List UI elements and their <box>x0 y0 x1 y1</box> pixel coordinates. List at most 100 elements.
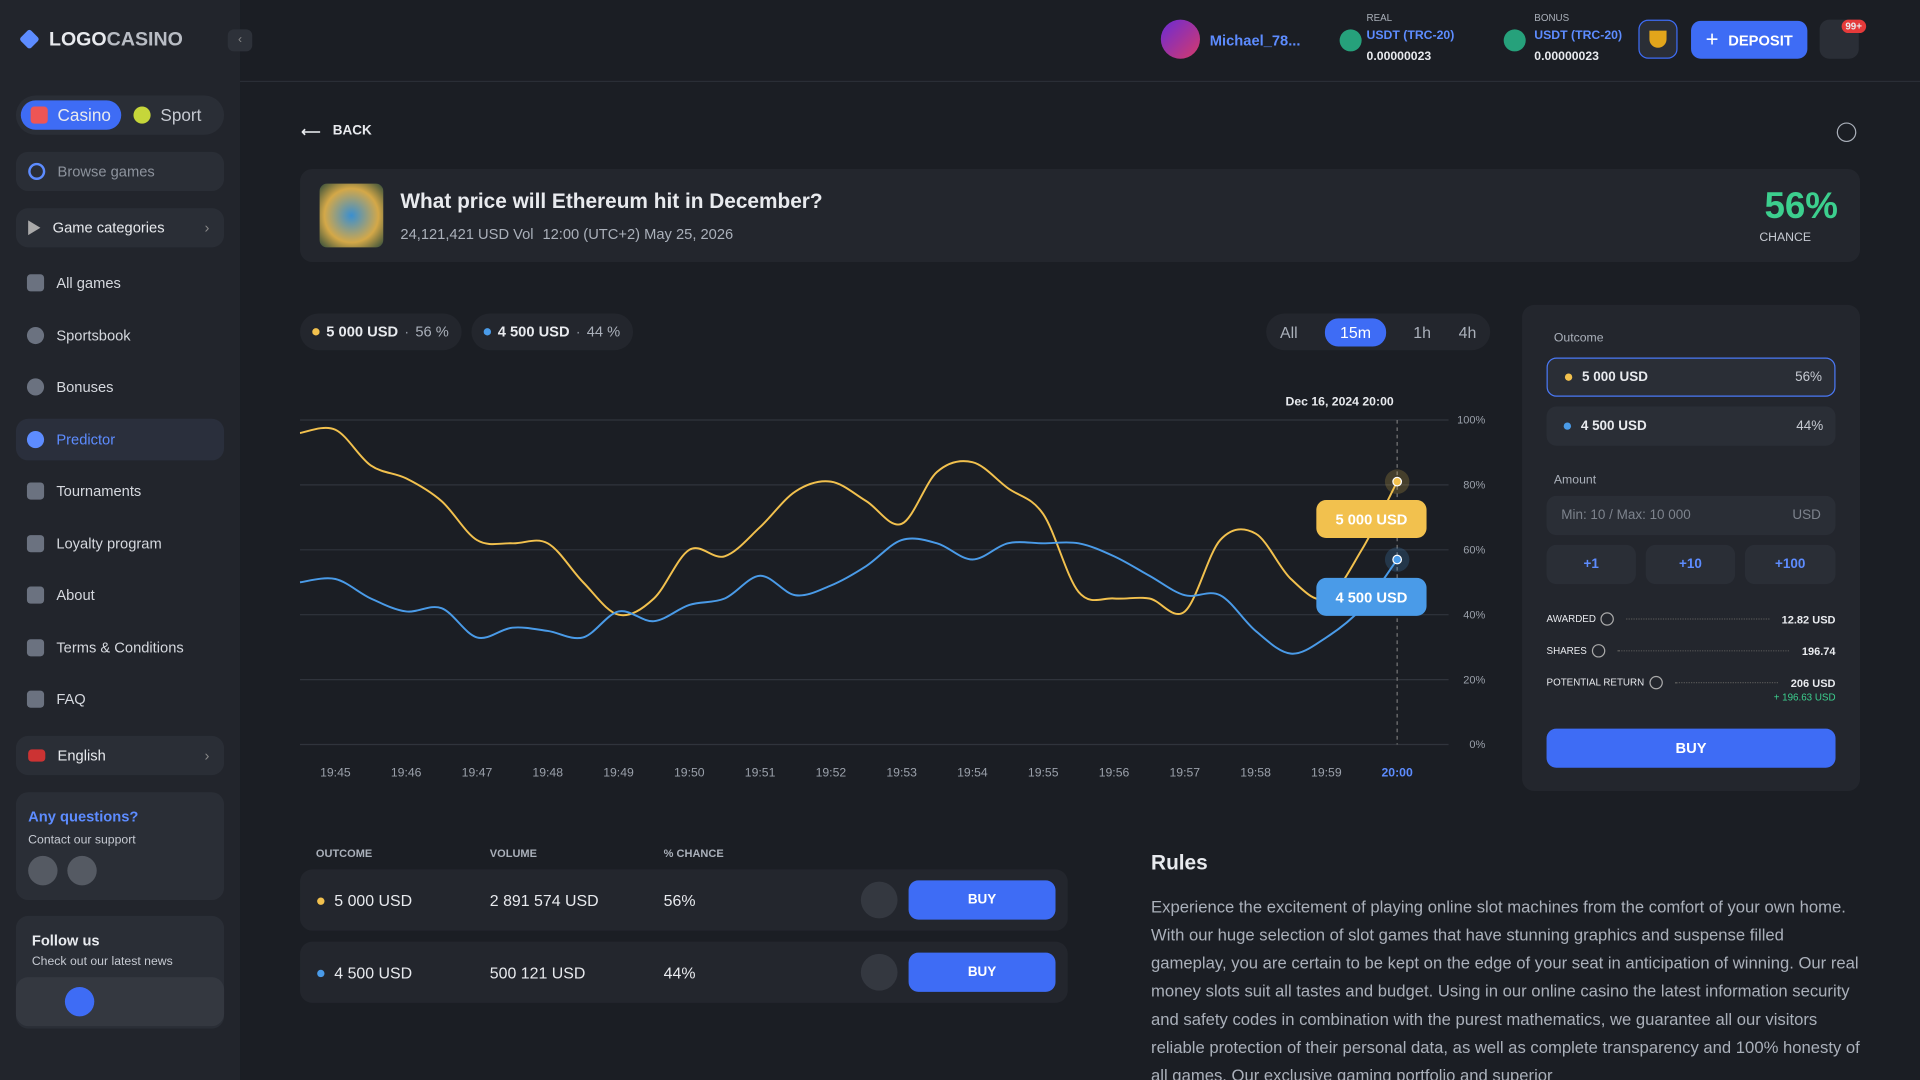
nav-label: About <box>56 586 95 604</box>
legend-chip: 4 500 USD · 44 % <box>471 313 634 351</box>
x-tick-label: 19:47 <box>462 765 493 779</box>
nav-item[interactable]: Tournaments <box>26 482 141 500</box>
facebook-button[interactable] <box>64 986 95 1017</box>
nav-item[interactable]: Predictor <box>26 431 115 449</box>
y-tick-label: 0% <box>1469 739 1485 751</box>
outcome-name: 5 000 USD <box>1582 369 1648 385</box>
username[interactable]: Michael_78... <box>1209 31 1301 49</box>
usdt-icon <box>1503 29 1526 52</box>
logo-text: CASINO <box>106 29 183 51</box>
rules-title: Rules <box>1151 851 1208 875</box>
series-line <box>299 537 1398 655</box>
label: Game categories <box>52 219 165 237</box>
stat-row: SHARES 196.74 <box>1546 644 1836 658</box>
x-tick-label: 19:51 <box>745 765 776 779</box>
balance-label: BONUS <box>1534 12 1570 24</box>
chip-chance: 44 % <box>586 323 621 341</box>
x-tick-label: 19:46 <box>391 765 422 779</box>
nav-item[interactable]: All games <box>26 274 121 292</box>
avatar <box>1160 19 1201 59</box>
sidebar: LOGOCASINO ‹ Casino Sport Browse games G… <box>0 0 253 1080</box>
end-point <box>1392 554 1403 565</box>
range-option[interactable]: 15m <box>1325 317 1386 346</box>
support-card: Any questions? Contact our support <box>15 792 225 901</box>
stat-row: AWARDED 12.82 USD <box>1546 612 1836 626</box>
market-card: What price will Ethereum hit in December… <box>300 168 1861 263</box>
series-bubble <box>1316 500 1427 538</box>
nav-label: Loyalty program <box>56 535 162 553</box>
title: Any questions? <box>28 808 139 826</box>
refresh-button[interactable] <box>860 881 898 919</box>
x-tick-label: 19:54 <box>957 765 988 779</box>
stat-label: AWARDED <box>1546 613 1596 625</box>
tab-label: Sport <box>160 105 202 125</box>
quick-amount[interactable]: +100 <box>1744 544 1836 585</box>
share-button[interactable] <box>1836 122 1857 143</box>
tabs: Casino Sport <box>15 95 225 135</box>
placeholder: Min: 10 / Max: 10 000 <box>1561 508 1691 523</box>
stat-label: SHARES <box>1546 645 1587 657</box>
nav-item[interactable]: About <box>26 586 95 604</box>
quick-amount[interactable]: +1 <box>1546 544 1636 585</box>
nav-item[interactable]: Bonuses <box>26 378 114 396</box>
buy-button[interactable]: BUY <box>1546 728 1836 768</box>
table-header: OUTCOME <box>315 847 373 860</box>
series-line <box>299 426 1399 617</box>
nav-active-bg <box>15 418 225 461</box>
buy-button[interactable]: BUY <box>908 952 1056 992</box>
nav-item[interactable]: Sportsbook <box>26 326 131 345</box>
notification-badge: 99+ <box>1841 19 1866 34</box>
deposit-button[interactable]: + DEPOSIT <box>1691 20 1808 59</box>
back-link[interactable]: ⟵ BACK <box>301 123 372 140</box>
trade-panel: Outcome 5 000 USD 56% 4 500 USD 44% Amount… <box>1522 304 1861 792</box>
buy-button[interactable]: BUY <box>908 880 1056 920</box>
market-volume: 24,121,421 USD Vol <box>400 225 534 243</box>
amount-input[interactable]: Min: 10 / Max: 10 000 USD <box>1546 495 1836 536</box>
tab-casino[interactable]: Casino <box>20 100 122 130</box>
series-bubble-label: 5 000 USD <box>1336 513 1408 529</box>
trophy-button[interactable] <box>1638 19 1678 59</box>
nav-item[interactable]: Loyalty program <box>26 535 162 553</box>
range-option[interactable]: All <box>1279 322 1298 342</box>
stat-value: 206 USD <box>1790 676 1836 689</box>
email-button[interactable] <box>67 855 97 886</box>
stat-label: POTENTIAL RETURN <box>1546 677 1645 689</box>
nav-label: Bonuses <box>56 378 114 396</box>
header-divider <box>240 80 1920 83</box>
currency: USD <box>1792 508 1821 523</box>
stat-value: 196.74 <box>1801 644 1836 657</box>
cell: 56% <box>663 891 696 910</box>
search[interactable]: Browse games <box>15 151 225 192</box>
quick-amount[interactable]: +10 <box>1645 544 1736 585</box>
refresh-button[interactable] <box>860 953 898 991</box>
social-bar <box>15 977 225 1027</box>
range-option[interactable]: 1h <box>1413 322 1432 342</box>
y-tick-label: 40% <box>1463 609 1485 621</box>
outcome-option[interactable]: 5 000 USD 56% <box>1546 357 1836 397</box>
rules-text: Experience the excitement of playing onl… <box>1151 897 1860 1080</box>
game-categories[interactable]: Game categories › <box>15 208 225 248</box>
balance-currency[interactable]: USDT (TRC-20) <box>1366 29 1455 43</box>
chart: 0% 20% 40% 60% 80% 100% 19:45 19:46 19:47 19:48 19… <box>299 394 1486 779</box>
table-row: 5 000 USD 2 891 574 USD 56% BUY <box>300 869 1068 931</box>
tab-sport[interactable]: Sport <box>133 100 201 129</box>
label: Outcome <box>1553 331 1604 346</box>
legend-chip: 5 000 USD · 56 % <box>300 313 462 351</box>
chip-chance: 56 % <box>415 323 449 341</box>
telegram-button[interactable] <box>28 855 58 886</box>
stat-row: POTENTIAL RETURN 206 USD <box>1546 675 1836 690</box>
outcome-option[interactable]: 4 500 USD 44% <box>1546 406 1836 446</box>
cell: 44% <box>663 963 696 983</box>
nav-item[interactable]: Terms & Conditions <box>26 639 184 657</box>
series-bubble <box>1316 577 1427 616</box>
label: English <box>57 746 106 765</box>
y-tick-label: 80% <box>1463 480 1485 492</box>
language[interactable]: English › <box>15 735 225 776</box>
chance-label: CHANCE <box>1759 231 1812 245</box>
balance-amount: 0.00000023 <box>1534 50 1600 64</box>
collapse-button[interactable]: ‹ <box>227 29 253 52</box>
range-option[interactable]: 4h <box>1458 322 1477 342</box>
nav-item[interactable]: FAQ <box>26 690 86 708</box>
